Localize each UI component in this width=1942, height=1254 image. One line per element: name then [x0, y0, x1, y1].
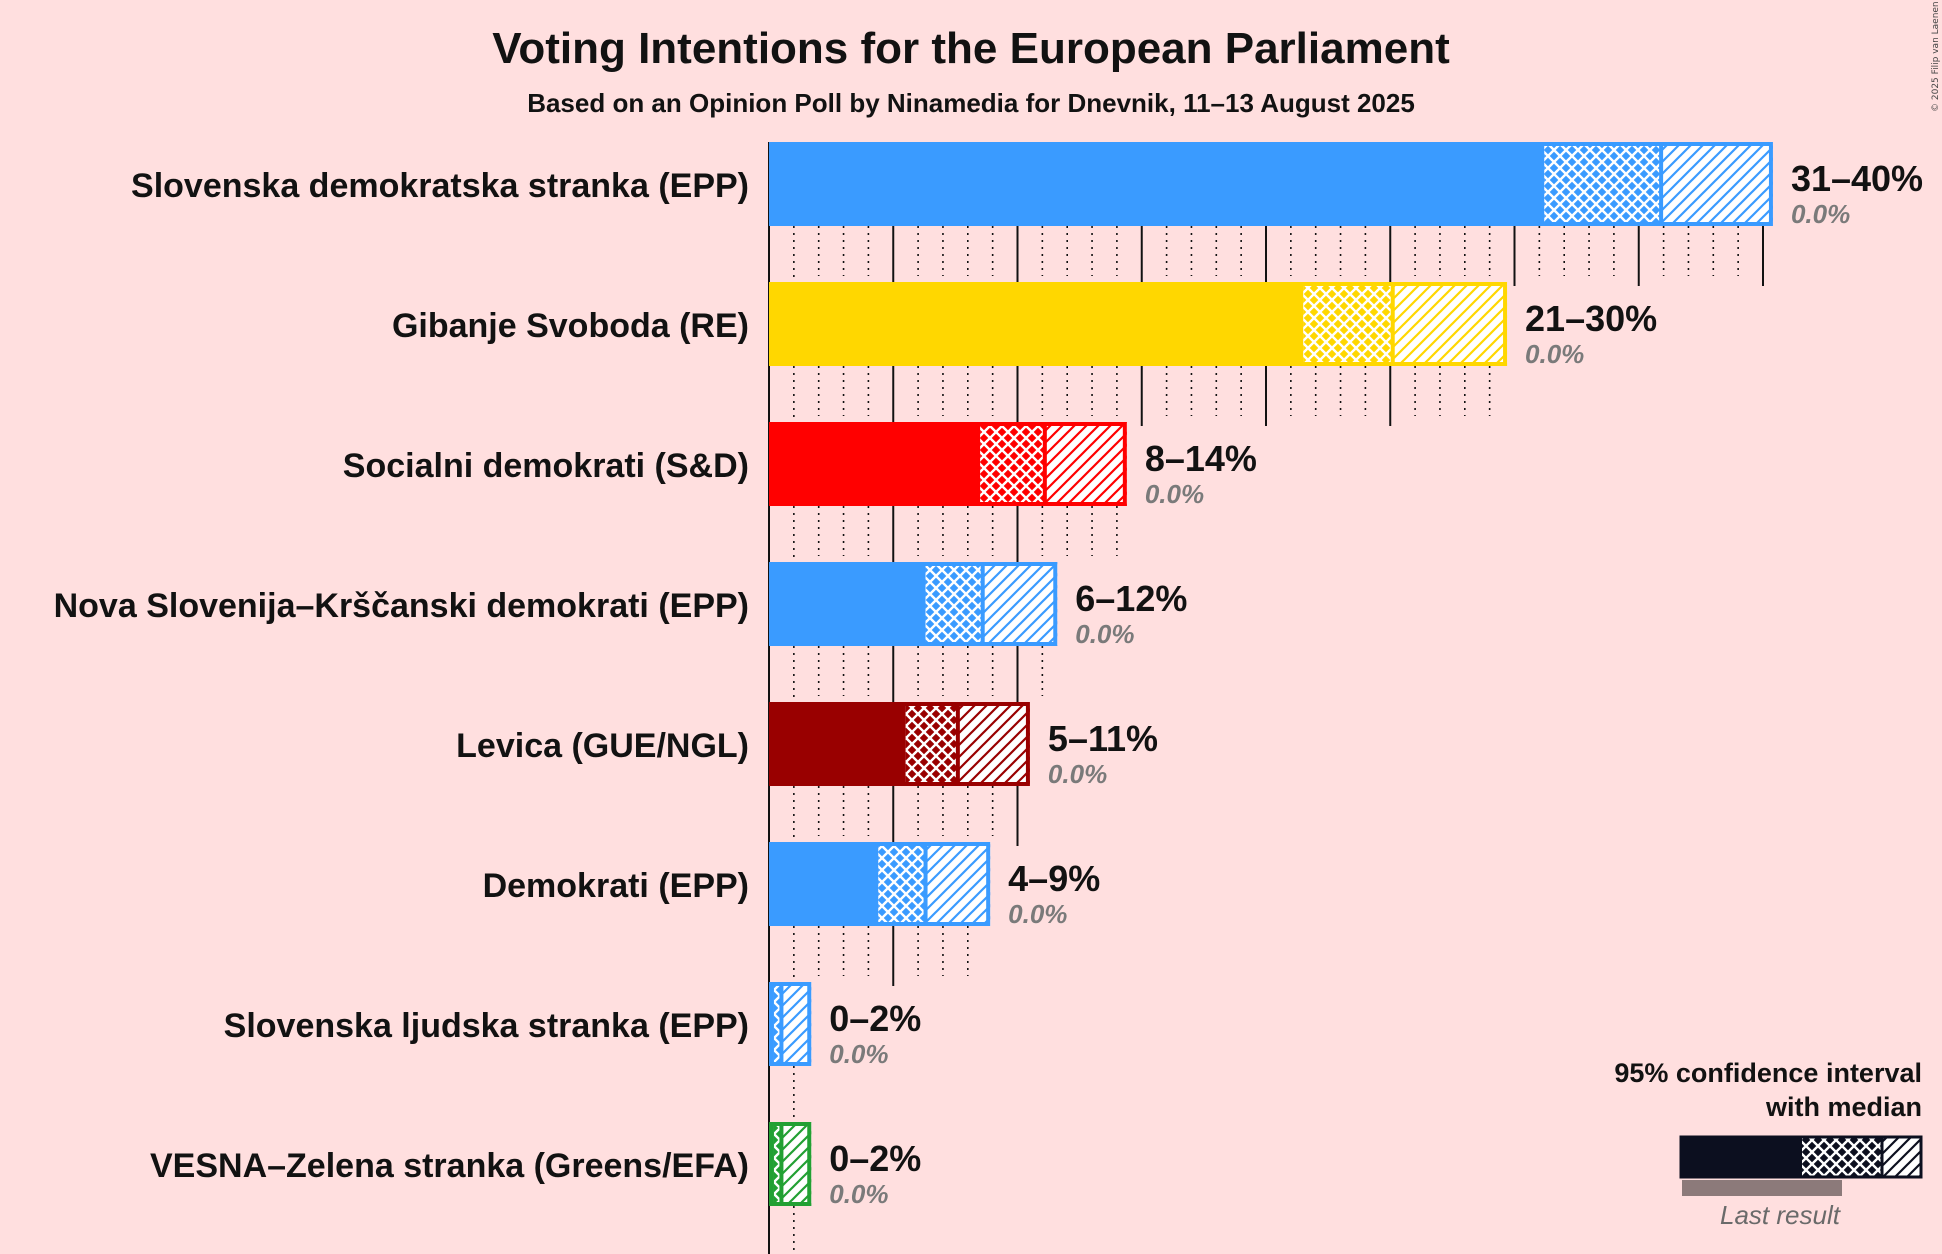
- legend-ci-lower: [1802, 1136, 1882, 1178]
- party-2-bar-ci-lower: [980, 422, 1045, 506]
- party-4-bar-solid: [769, 702, 906, 786]
- party-2-range-label: 8–14%: [1145, 438, 1257, 479]
- party-6-label: Slovenska ljudska stranka (EPP): [224, 1007, 749, 1045]
- legend-solid: [1680, 1136, 1802, 1178]
- party-2-bar-outline: [769, 422, 1127, 506]
- chart-subtitle: Based on an Opinion Poll by Ninamedia fo…: [527, 88, 1415, 118]
- legend-ci-upper: [1882, 1136, 1922, 1178]
- party-0-bar-ci-upper: [1661, 142, 1773, 226]
- party-4-bar-ci-upper: [957, 702, 1030, 786]
- party-5-bar-ci-lower: [878, 842, 926, 926]
- party-0-bar-solid: [769, 142, 1545, 226]
- party-5-bar-ci-upper: [925, 842, 991, 926]
- party-7-last-result: 0.0%: [829, 1179, 888, 1209]
- party-1-bar-outline: [769, 282, 1508, 366]
- party-5-last-result: 0.0%: [1008, 899, 1067, 929]
- party-3-label: Nova Slovenija–Krščanski demokrati (EPP): [54, 587, 749, 625]
- party-0-range-label: 31–40%: [1791, 158, 1923, 199]
- party-7-label: VESNA–Zelena stranka (Greens/EFA): [150, 1147, 749, 1185]
- party-2-last-result: 0.0%: [1145, 479, 1204, 509]
- party-0-bar-ci-lower: [1544, 142, 1662, 226]
- party-5-range-label: 4–9%: [1008, 858, 1100, 899]
- legend-last-result-label: Last result: [1720, 1200, 1842, 1230]
- party-4-label: Levica (GUE/NGL): [456, 727, 749, 765]
- legend: 95% confidence interval with median Last…: [1614, 1058, 1923, 1230]
- legend-outline: [1679, 1135, 1923, 1179]
- party-5-bar-solid: [769, 842, 879, 926]
- party-1-label: Gibanje Svoboda (RE): [392, 307, 749, 345]
- party-5-bar-outline: [769, 842, 991, 926]
- party-0-last-result: 0.0%: [1791, 199, 1850, 229]
- chart-title: Voting Intentions for the European Parli…: [492, 24, 1450, 73]
- party-3-bar-ci-upper: [982, 562, 1058, 646]
- party-3-last-result: 0.0%: [1075, 619, 1134, 649]
- party-7-range-label: 0–2%: [829, 1138, 921, 1179]
- party-0-bar-outline: [769, 142, 1773, 226]
- grid-layer: [768, 142, 1764, 1254]
- party-1-bar-ci-upper: [1392, 282, 1508, 366]
- party-2-bar-solid: [769, 422, 981, 506]
- party-6-last-result: 0.0%: [829, 1039, 888, 1069]
- party-1-range-label: 21–30%: [1525, 298, 1657, 339]
- party-6-bar-ci-upper: [781, 982, 812, 1066]
- party-6-bar-outline: [769, 982, 812, 1066]
- party-4-last-result: 0.0%: [1048, 759, 1107, 789]
- party-4-bar-ci-lower: [905, 702, 958, 786]
- bars-layer: [769, 142, 1773, 1206]
- party-3-range-label: 6–12%: [1075, 578, 1187, 619]
- party-5-label: Demokrati (EPP): [483, 867, 749, 905]
- party-4-bar-outline: [769, 702, 1030, 786]
- party-1-last-result: 0.0%: [1525, 339, 1584, 369]
- party-0-label: Slovenska demokratska stranka (EPP): [131, 167, 749, 205]
- legend-swatch: [1679, 1135, 1923, 1196]
- legend-title-line2: with median: [1765, 1092, 1922, 1122]
- party-7-bar-ci-upper: [781, 1122, 812, 1206]
- legend-title-line1: 95% confidence interval: [1614, 1058, 1922, 1088]
- party-2-label: Socialni demokrati (S&D): [343, 447, 749, 485]
- party-2-bar-ci-upper: [1044, 422, 1127, 506]
- party-3-bar-outline: [769, 562, 1058, 646]
- party-4-range-label: 5–11%: [1048, 718, 1158, 759]
- party-3-bar-ci-lower: [925, 562, 983, 646]
- copyright-notice: © 2025 Filip van Laenen: [1931, 1, 1941, 112]
- party-6-bar-ci-lower: [773, 982, 782, 1066]
- party-1-bar-ci-lower: [1303, 282, 1393, 366]
- party-1-bar-solid: [769, 282, 1304, 366]
- party-7-bar-outline: [769, 1122, 812, 1206]
- legend-last-result-bar: [1682, 1180, 1842, 1196]
- party-7-bar-ci-lower: [773, 1122, 782, 1206]
- labels-layer: Slovenska demokratska stranka (EPP) 31–40…: [54, 158, 1923, 1209]
- party-6-range-label: 0–2%: [829, 998, 921, 1039]
- party-3-bar-solid: [769, 562, 926, 646]
